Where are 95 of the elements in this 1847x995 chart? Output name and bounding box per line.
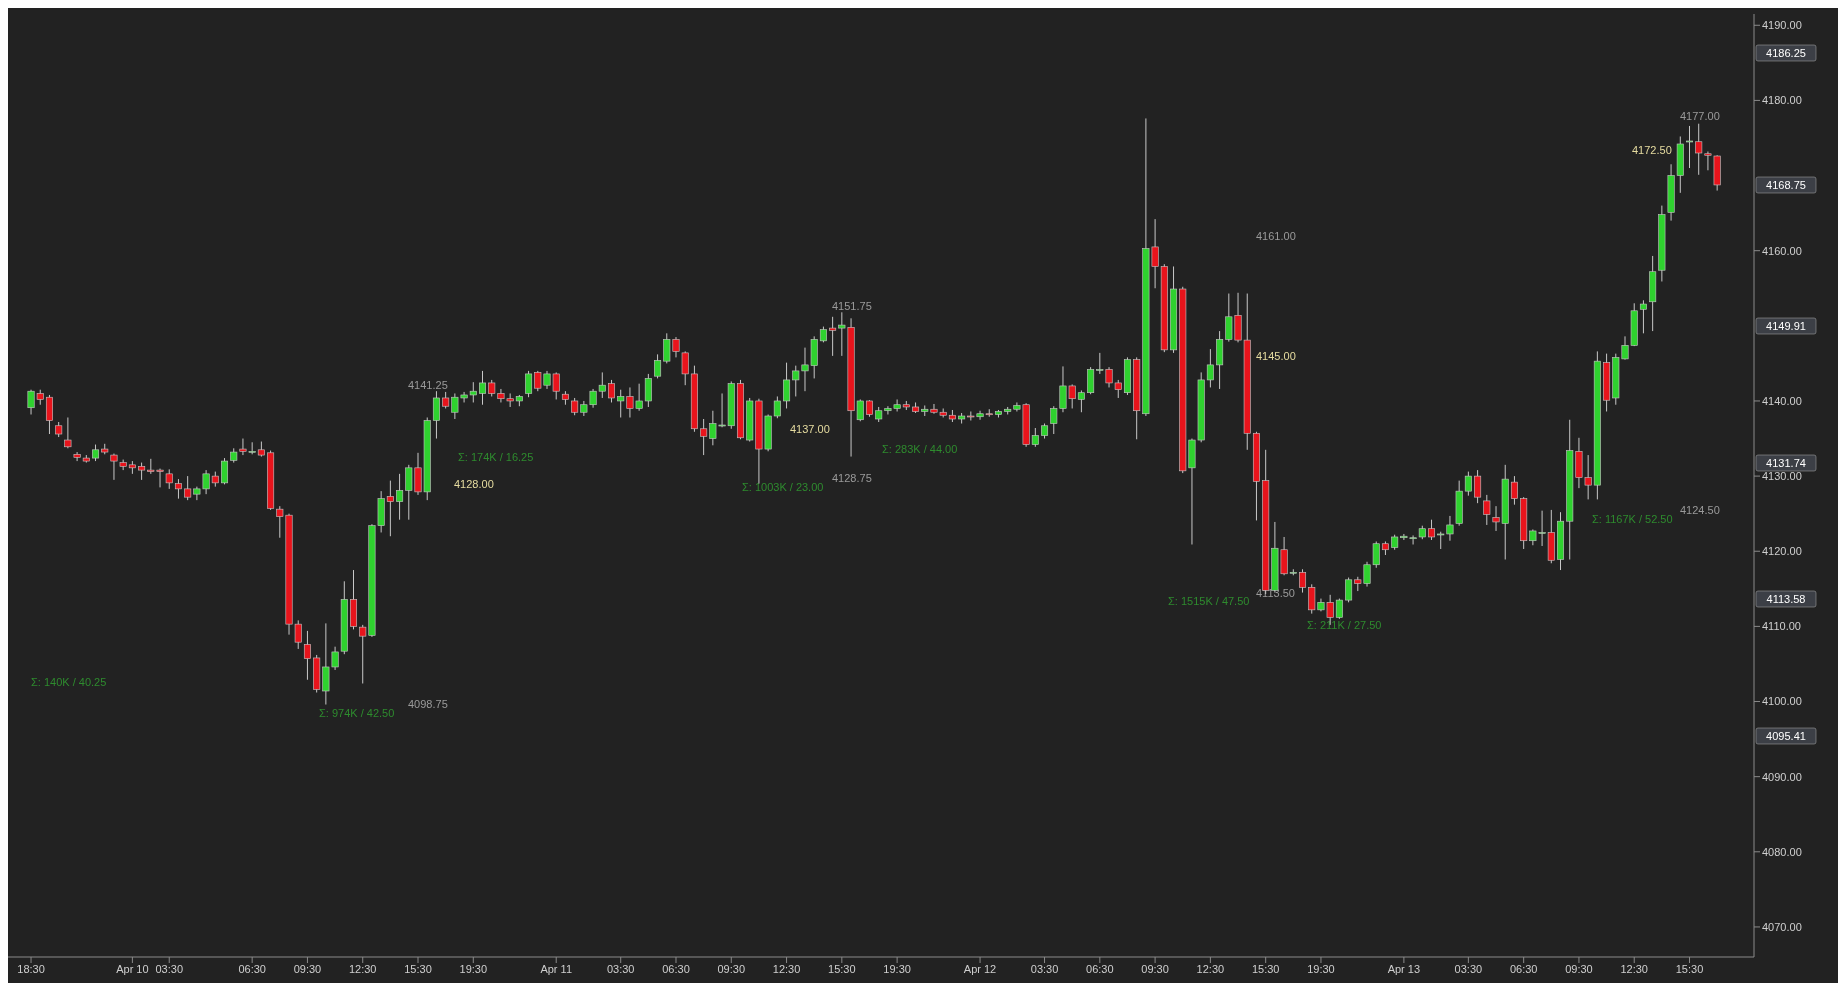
candlestick <box>64 417 72 449</box>
text: 4149.91 <box>1766 320 1806 332</box>
annotation: 4161.00 <box>1256 230 1296 242</box>
annotation: 4098.75 <box>408 698 448 710</box>
x-tick-label: 19:30 <box>459 962 488 975</box>
candlestick <box>1077 389 1085 413</box>
annotation: Σ: 211K / 27.50 <box>1307 619 1382 631</box>
annotation: 4128.75 <box>832 472 872 484</box>
candlestick <box>1639 299 1647 334</box>
x-tick-label: 15:30 <box>1251 962 1280 975</box>
candlestick <box>396 473 404 521</box>
candlestick <box>221 457 229 485</box>
x-tick-label: 06:30 <box>1086 962 1114 975</box>
x-tick-label: 15:30 <box>1675 962 1704 975</box>
y-tick-label: 4120.00 <box>1762 545 1802 558</box>
candlestick <box>1686 125 1693 169</box>
y-tick-label: 4160.00 <box>1762 244 1802 257</box>
candlestick <box>386 480 394 537</box>
x-tick-label: Apr 12 <box>963 962 997 975</box>
x-tick-label: 06:30 <box>238 962 266 975</box>
y-tick-label: 4100.00 <box>1762 695 1802 708</box>
x-tick-label: 15:30 <box>828 962 856 975</box>
candlestick <box>1299 568 1307 594</box>
annotation: 4177.00 <box>1680 110 1720 122</box>
annotation: Σ: 283K / 44.00 <box>882 443 958 455</box>
annotation: 4172.50 <box>1632 144 1672 156</box>
x-tick-label: 03:30 <box>1030 962 1059 975</box>
candlestick <box>479 370 487 406</box>
text: 4095.41 <box>1766 730 1806 742</box>
y-tick-label: 4140.00 <box>1762 394 1802 407</box>
x-tick-label: 12:30 <box>772 962 801 975</box>
x-tick-label: 06:30 <box>662 962 690 975</box>
candlestick <box>644 373 652 408</box>
y-tick-label: 4070.00 <box>1762 920 1802 933</box>
x-tick-label: 03:30 <box>606 962 635 975</box>
candlestick <box>654 353 662 379</box>
annotation: Σ: 974K / 42.50 <box>319 707 395 719</box>
annotation: 4137.00 <box>790 423 830 435</box>
y-tick-label: 4180.00 <box>1762 94 1802 107</box>
annotation: Σ: 140K / 40.25 <box>31 676 107 688</box>
candlestick <box>110 453 118 481</box>
candlestick <box>1464 471 1472 497</box>
x-tick-label: 09:30 <box>1141 962 1169 975</box>
annotation: Σ: 174K / 16.25 <box>458 451 534 463</box>
annotation: Σ: 1003K / 23.00 <box>742 481 824 493</box>
y-tick-label: 4090.00 <box>1762 770 1802 783</box>
x-tick-label: 19:30 <box>883 962 911 975</box>
x-tick-label: 12:30 <box>1620 962 1648 975</box>
text: 4113.58 <box>1766 593 1806 605</box>
y-tick-label: 4130.00 <box>1762 470 1802 483</box>
x-tick-label: 12:30 <box>1196 962 1225 975</box>
candlestick <box>1483 494 1491 526</box>
candlestick <box>1345 577 1353 603</box>
text: 4186.25 <box>1766 47 1806 59</box>
annotation: Σ: 1167K / 52.50 <box>1592 513 1673 525</box>
x-tick-label: Apr 10 <box>116 962 149 975</box>
text: 4131.74 <box>1766 457 1806 469</box>
candlestick <box>829 316 837 357</box>
candlestick <box>303 630 311 681</box>
x-tick-label: 03:30 <box>155 962 184 975</box>
candlestick <box>1087 366 1095 395</box>
text: 4168.75 <box>1766 179 1806 191</box>
candlestick <box>1474 469 1482 504</box>
candlestick <box>783 362 791 409</box>
annotation: 4128.00 <box>454 478 494 490</box>
y-tick-label: 4080.00 <box>1762 845 1802 858</box>
x-tick-label: 18:30 <box>17 962 45 975</box>
candlestick <box>525 370 533 398</box>
candlestick <box>1428 519 1436 541</box>
x-tick-label: Apr 13 <box>1387 962 1421 975</box>
candlestick <box>1206 348 1214 388</box>
candlestick <box>700 418 708 456</box>
annotation: 4124.50 <box>1680 504 1720 516</box>
candlestick <box>608 379 615 403</box>
candlestick <box>432 390 440 440</box>
x-tick-label: 19:30 <box>1307 962 1335 975</box>
x-tick-label: 15:30 <box>404 962 432 975</box>
x-tick-label: 06:30 <box>1509 962 1538 975</box>
candlestick <box>1510 475 1518 506</box>
x-tick-label: 09:30 <box>717 962 746 975</box>
candlestick <box>45 394 53 435</box>
x-tick-label: 09:30 <box>293 962 322 975</box>
y-tick-label: 4190.00 <box>1762 19 1802 32</box>
annotation: 4145.00 <box>1256 350 1296 362</box>
x-tick-label: 12:30 <box>348 962 377 975</box>
candlestick <box>174 478 182 500</box>
annotation: 4141.25 <box>408 379 448 391</box>
x-tick-label: 03:30 <box>1454 962 1483 975</box>
annotation: Σ: 1515K / 47.50 <box>1168 595 1250 607</box>
annotation: 4151.75 <box>832 300 872 312</box>
x-tick-label: 09:30 <box>1565 962 1593 975</box>
candlestick <box>681 350 689 386</box>
x-tick-label: Apr 11 <box>540 962 573 975</box>
candlestick <box>165 468 173 490</box>
y-tick-label: 4110.00 <box>1762 620 1801 633</box>
